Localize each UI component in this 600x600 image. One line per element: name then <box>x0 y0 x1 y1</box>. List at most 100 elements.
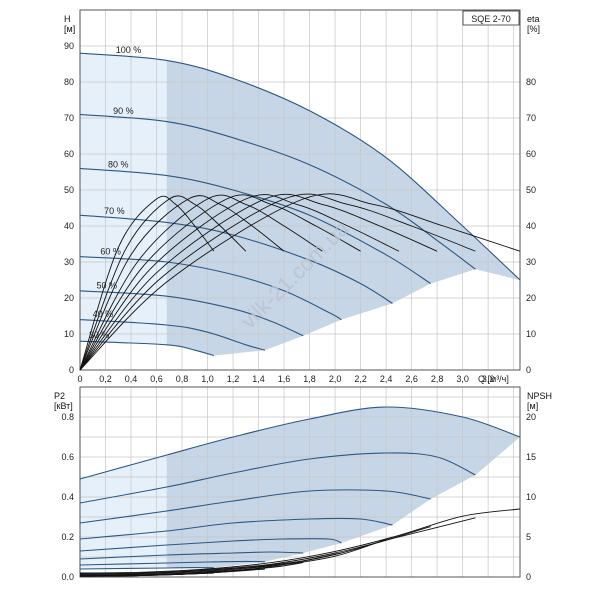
efficiency-curve <box>79 195 247 371</box>
series-line-50pct <box>79 290 304 337</box>
series-line-70pct <box>79 517 393 540</box>
model-label-box <box>462 10 520 26</box>
x-tick-label: 3,2 <box>482 374 495 384</box>
x-tick-label: 0,4 <box>125 374 138 384</box>
series-line-70pct <box>79 214 393 304</box>
x-tick-label: 2,2 <box>354 374 367 384</box>
y2-tick-label: 10 <box>526 492 536 502</box>
series-line-100pct <box>79 406 521 480</box>
series-line-100pct <box>79 52 521 281</box>
head-frame <box>79 9 521 371</box>
series-line-40pct <box>79 319 266 351</box>
y-tick-label: 40 <box>64 221 74 231</box>
x-tick-label: 2,4 <box>380 374 393 384</box>
speed-label: 40 % <box>93 309 114 319</box>
x-tick-label: 2,6 <box>405 374 418 384</box>
npsh-curve <box>79 517 476 575</box>
x-tick-label: 1,8 <box>303 374 316 384</box>
efficiency-curve <box>79 193 438 371</box>
x-tick-label: 2,8 <box>431 374 444 384</box>
npsh-axis-title: NPSH [м] <box>527 391 552 411</box>
npsh-curve <box>79 572 214 577</box>
x-tick-label: 0,8 <box>176 374 189 384</box>
efficiency-curve <box>79 193 521 371</box>
y-tick-label: 80 <box>64 77 74 87</box>
y-tick-label: 0 <box>69 365 74 375</box>
eta-axis-title: eta [%] <box>527 14 540 34</box>
y-tick-label: 10 <box>64 329 74 339</box>
x-tick-label: 0,2 <box>99 374 112 384</box>
y-tick-label: 0.4 <box>61 492 74 502</box>
power-curves <box>79 406 521 570</box>
head-grid <box>79 10 520 370</box>
head-axis-ticks: 0 10 20 30 40 50 60 70 80 90 0 10 20 30 40 50 60 70 80 0 0,2… <box>64 41 536 384</box>
efficiency-curve <box>79 194 323 371</box>
speed-label: 90 % <box>113 106 134 116</box>
speed-label: 50 % <box>97 280 118 290</box>
q-axis-title: Q [м³/ч] <box>478 374 509 384</box>
y2-tick-label: 70 <box>526 113 536 123</box>
y2-tick-label: 30 <box>526 257 536 267</box>
y2-tick-label: 50 <box>526 185 536 195</box>
y-tick-label: 50 <box>64 185 74 195</box>
npsh-curves <box>79 508 521 577</box>
x-tick-label: 1,6 <box>278 374 291 384</box>
y-tick-label: 0.2 <box>61 532 74 542</box>
y2-tick-label: 15 <box>526 452 536 462</box>
y-tick-label: 0.6 <box>61 452 74 462</box>
y-tick-label: 30 <box>64 257 74 267</box>
npsh-curve <box>79 526 431 576</box>
h-axis-title: H [м] <box>64 14 75 34</box>
y2-tick-label: 80 <box>526 77 536 87</box>
y-tick-label: 60 <box>64 149 74 159</box>
efficiency-curve <box>79 194 399 371</box>
series-line-60pct <box>79 256 342 321</box>
p2-axis-title: P2 [кВт] <box>54 391 73 411</box>
power-frame <box>79 386 521 578</box>
model-label: SQE 2-70 <box>471 14 511 24</box>
speed-labels: 100 % 90 % 80 % 70 % 60 % 50 % 40 % 30 % <box>89 45 141 340</box>
series-line-30pct <box>79 340 215 357</box>
efficiency-curves <box>79 193 521 371</box>
series-line-80pct <box>79 167 431 285</box>
y2-tick-label: 0 <box>526 365 531 375</box>
power-axis-ticks: 0.0 0.2 0.4 0.6 0.8 0 5 10 15 20 <box>61 412 536 582</box>
series-line-40pct <box>79 560 265 566</box>
y2-tick-label: 40 <box>526 221 536 231</box>
y2-tick-label: 0 <box>526 572 531 582</box>
x-tick-label: 1,2 <box>227 374 240 384</box>
series-line-60pct <box>79 538 342 552</box>
x-tick-label: 2,0 <box>329 374 342 384</box>
y2-tick-label: 10 <box>526 329 536 339</box>
speed-label: 70 % <box>104 206 125 216</box>
speed-label: 30 % <box>89 330 110 340</box>
y2-tick-label: 20 <box>526 293 536 303</box>
series-line-50pct <box>79 551 304 560</box>
y-tick-label: 70 <box>64 113 74 123</box>
y-tick-label: 20 <box>64 293 74 303</box>
x-tick-label: 1,4 <box>252 374 265 384</box>
y2-tick-label: 20 <box>526 412 536 422</box>
series-line-90pct <box>79 113 476 270</box>
series-line-80pct <box>79 489 431 524</box>
y-tick-label: 0.0 <box>61 572 74 582</box>
y-tick-label: 0.8 <box>61 412 74 422</box>
x-tick-label: 0,6 <box>150 374 163 384</box>
y-tick-label: 90 <box>64 41 74 51</box>
efficiency-curve <box>79 195 215 371</box>
x-tick-label: 3,0 <box>456 374 469 384</box>
series-line-30pct <box>79 567 214 570</box>
speed-label: 60 % <box>100 247 121 257</box>
efficiency-curve <box>79 195 285 371</box>
x-tick-label: 0 <box>77 374 82 384</box>
efficiency-curve <box>79 194 361 371</box>
x-tick-label: 1,0 <box>201 374 214 384</box>
npsh-curve <box>79 536 393 576</box>
y2-tick-label: 60 <box>526 149 536 159</box>
npsh-curve <box>79 508 521 574</box>
y2-tick-label: 5 <box>526 532 531 542</box>
efficiency-curve <box>79 193 476 371</box>
series-line-90pct <box>79 452 476 504</box>
speed-label: 100 % <box>116 45 142 55</box>
